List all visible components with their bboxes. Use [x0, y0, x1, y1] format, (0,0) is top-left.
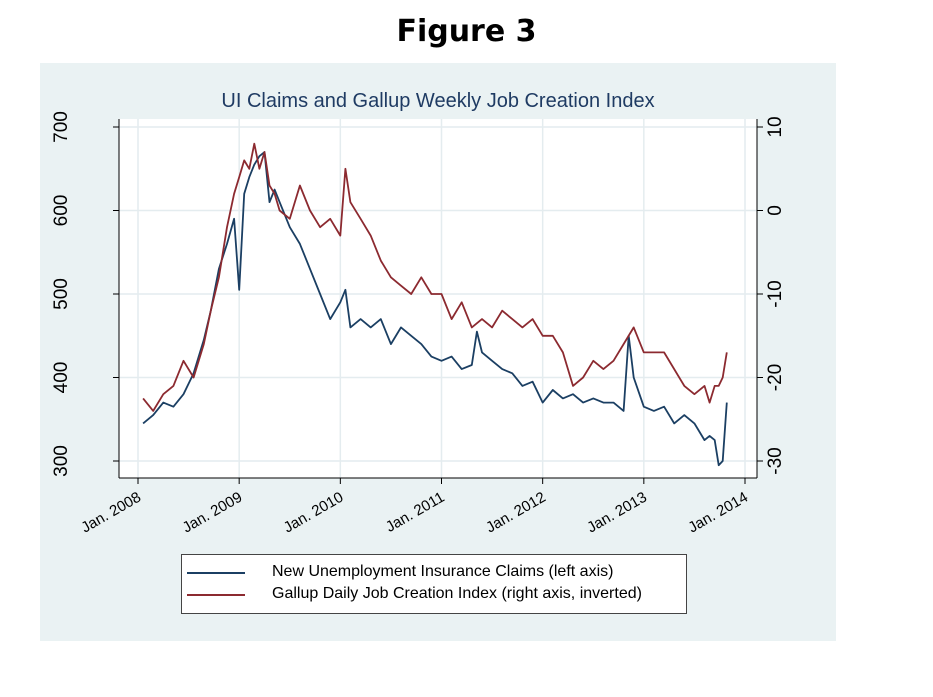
plot-area — [119, 119, 757, 478]
x-tick-label: Jan. 2008 — [78, 489, 144, 537]
left-tick-label: 600 — [51, 195, 72, 227]
legend-label-gallup: Gallup Daily Job Creation Index (right a… — [272, 585, 642, 602]
x-tick-label: Jan. 2014 — [685, 489, 751, 537]
series-line-claims — [142, 151, 728, 467]
figure-title: Figure 3 — [396, 14, 537, 49]
right-tick-label: -30 — [765, 447, 786, 474]
x-tick-label: Jan. 2011 — [383, 489, 448, 536]
left-tick-label: 300 — [51, 445, 72, 477]
x-tick-label: Jan. 2012 — [483, 489, 549, 537]
chart-panel: UI Claims and Gallup Weekly Job Creation… — [40, 63, 836, 641]
x-tick-label: Jan. 2013 — [584, 489, 650, 537]
legend: New Unemployment Insurance Claims (left … — [181, 554, 687, 614]
right-tick-label: -10 — [765, 280, 786, 307]
axes — [113, 119, 763, 484]
legend-label-claims: New Unemployment Insurance Claims (left … — [272, 563, 614, 580]
right-tick-label: -20 — [765, 364, 786, 391]
legend-swatch-claims — [187, 572, 245, 574]
x-tick-label: Jan. 2009 — [180, 489, 246, 537]
right-tick-label: 10 — [765, 116, 786, 137]
legend-swatch-gallup — [187, 594, 245, 596]
x-tick-label: Jan. 2010 — [281, 489, 347, 537]
series-group — [142, 142, 728, 467]
left-tick-label: 700 — [51, 111, 72, 143]
chart: UI Claims and Gallup Weekly Job Creation… — [51, 90, 786, 537]
grid — [119, 119, 757, 478]
series-line-gallup — [142, 142, 728, 412]
left-tick-label: 500 — [51, 278, 72, 310]
left-tick-label: 400 — [51, 362, 72, 394]
right-tick-label: 0 — [765, 205, 786, 216]
chart-title: UI Claims and Gallup Weekly Job Creation… — [221, 90, 654, 112]
